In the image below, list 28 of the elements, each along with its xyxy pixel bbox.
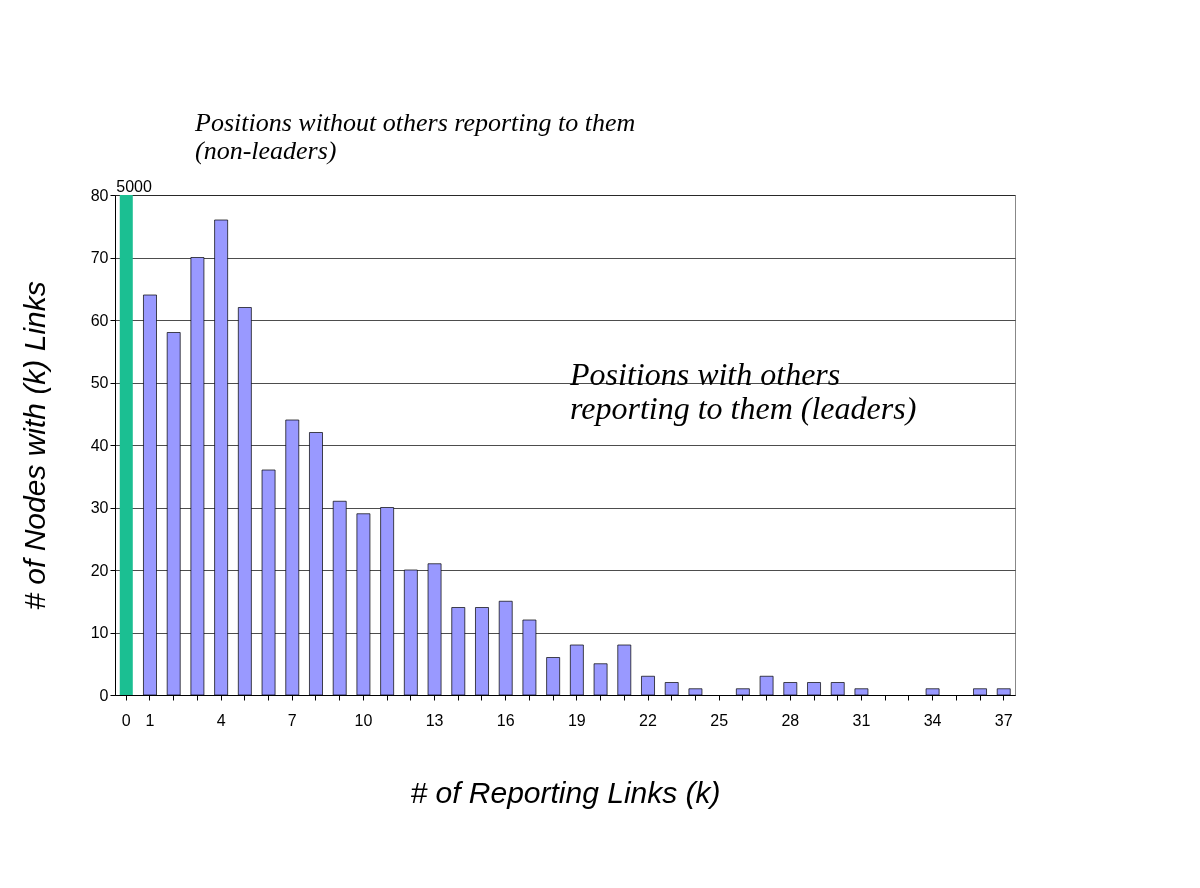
x-tick-label: 4 (216, 711, 226, 729)
x-tick-label: 13 (425, 711, 444, 729)
x-tick-label: 34 (923, 711, 942, 729)
x-tick-label: 25 (710, 711, 729, 729)
y-tick-label: 10 (90, 624, 109, 641)
x-tick-label: 28 (781, 711, 800, 729)
data-label: 5000 (116, 178, 152, 195)
y-tick-label: 70 (90, 249, 109, 266)
y-tick-label: 30 (90, 499, 109, 516)
x-tick-label: 10 (354, 711, 373, 729)
x-axis-title: # of Reporting Links (k) (410, 775, 721, 809)
x-tick-label: 1 (145, 711, 155, 729)
x-tick-label: 31 (852, 711, 871, 729)
x-tick-label: 16 (496, 711, 515, 729)
x-tick-label: 19 (567, 711, 586, 729)
y-tick-label: 40 (90, 436, 109, 454)
annotation: Positions with others reporting to them (leaders) (569, 356, 917, 426)
x-tick-label: 7 (287, 711, 297, 729)
y-tick-label: 80 (90, 186, 109, 204)
y-tick-label: 60 (90, 311, 109, 329)
x-tick-label: 22 (639, 711, 657, 729)
y-tick-label: 0 (99, 686, 109, 704)
y-tick-label: 20 (90, 561, 109, 579)
y-axis-title: # of Nodes with (k) Links (17, 281, 51, 610)
text: Positions without others reporting to them (non-leaders) (194, 108, 636, 165)
x-tick-label: 37 (994, 711, 1013, 729)
y-tick-label: 50 (90, 374, 109, 391)
x-tick-label: 0 (121, 711, 131, 729)
